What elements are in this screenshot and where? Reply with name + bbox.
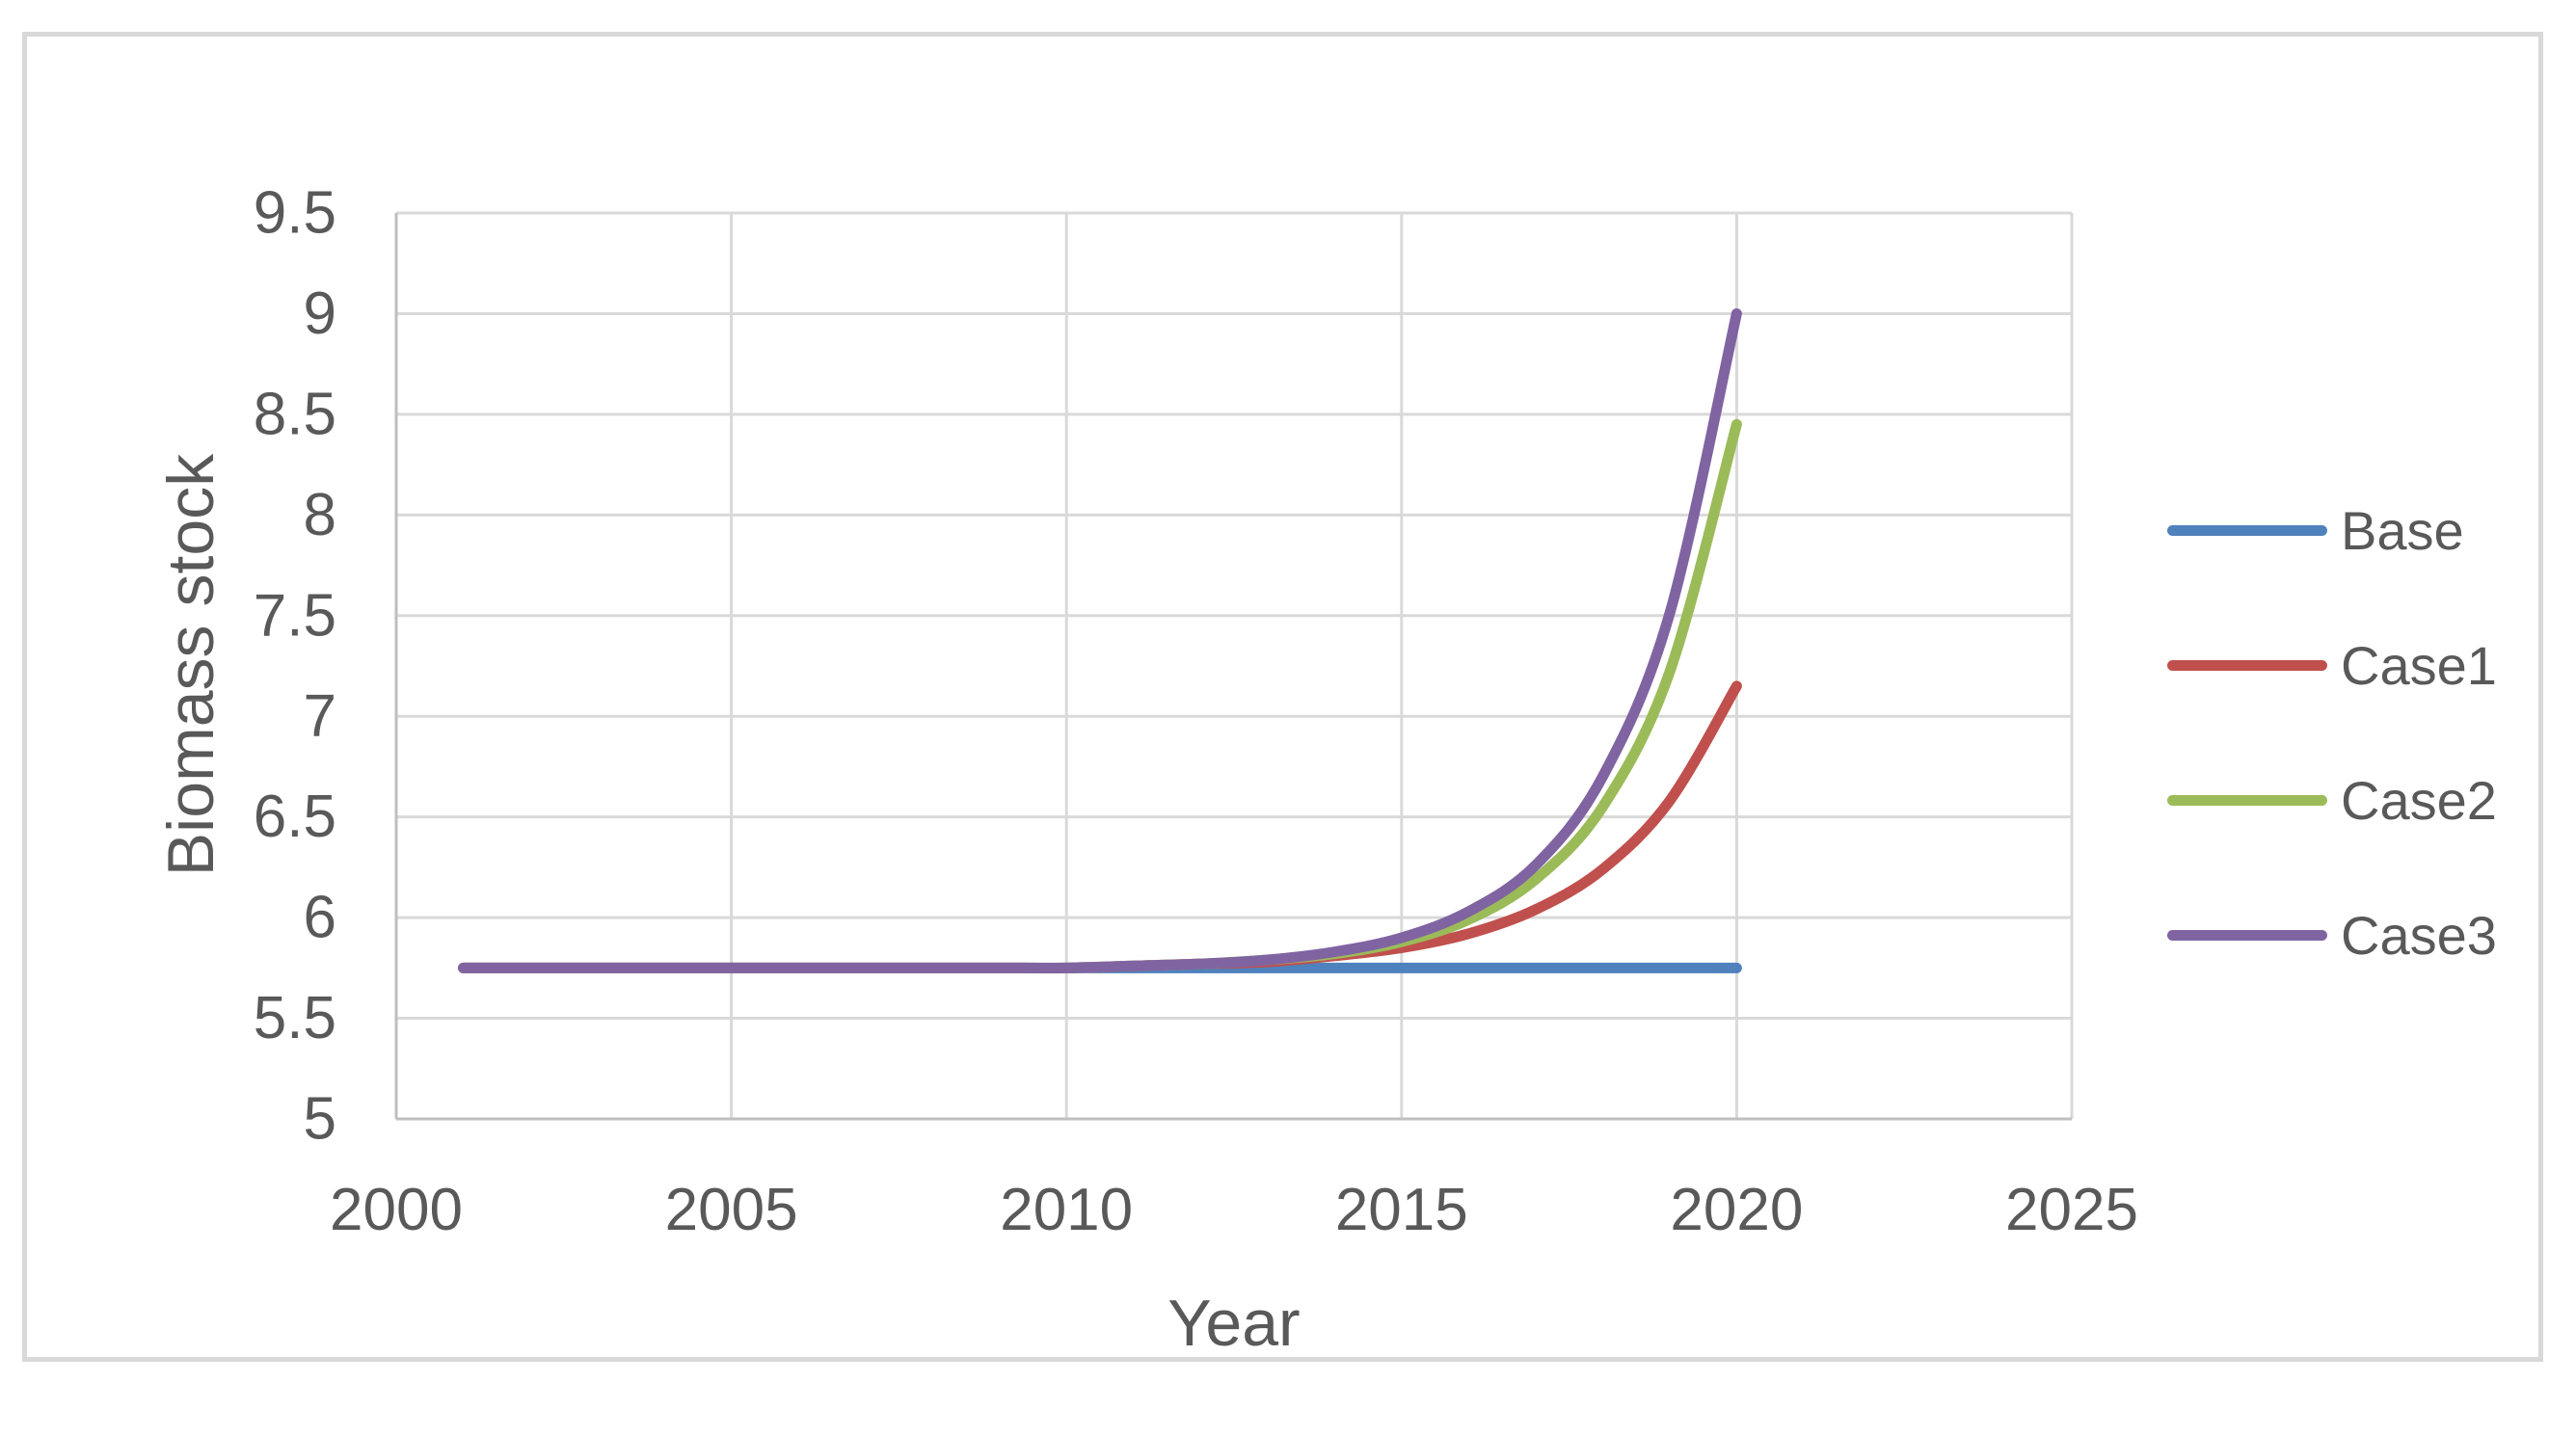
y-tick-label: 8 <box>304 482 336 548</box>
legend-line-sample-case3 <box>2167 929 2327 941</box>
line-chart: 5 5.5 6 6.5 7 7.5 8 8.5 9 9.5 2000 2005 2010 2015 2020… <box>254 180 2138 1244</box>
y-tick-label: 8.5 <box>254 381 336 447</box>
y-tick-label: 7.5 <box>254 582 336 649</box>
legend-line-sample-base <box>2167 524 2327 536</box>
legend-entry-label: Case1 <box>2341 634 2497 696</box>
y-tick-label: 6 <box>304 885 336 951</box>
series-line-case2 <box>458 418 1742 973</box>
y-axis-title: Biomass stock <box>154 453 228 877</box>
legend: Base Case1 Case2 Case3 <box>2167 463 2497 1002</box>
y-tick-label: 7 <box>304 683 336 750</box>
y-tick-label: 5.5 <box>254 985 336 1051</box>
legend-entry-case2: Case2 <box>2167 732 2497 867</box>
legend-entry-base: Base <box>2167 463 2497 598</box>
x-tick-label: 2025 <box>2005 1177 2138 1243</box>
legend-line-sample-case2 <box>2167 794 2327 806</box>
chart-figure: 5 5.5 6 6.5 7 7.5 8 8.5 9 9.5 2000 2005 2010 2015 2020… <box>22 32 2543 1362</box>
x-tick-label: 2015 <box>1335 1177 1468 1243</box>
x-tick-label: 2000 <box>330 1177 463 1243</box>
legend-entry-label: Case2 <box>2341 769 2497 831</box>
x-axis-title: Year <box>1167 1287 1301 1360</box>
y-tick-label: 9 <box>304 280 336 347</box>
legend-entry-label: Case3 <box>2341 904 2497 966</box>
legend-entry-case3: Case3 <box>2167 867 2497 1002</box>
x-tick-label: 2010 <box>1000 1177 1133 1243</box>
legend-line-sample-case1 <box>2167 659 2327 671</box>
x-tick-label: 2005 <box>665 1177 798 1243</box>
legend-entry-label: Base <box>2341 499 2464 561</box>
y-tick-label: 9.5 <box>254 180 336 247</box>
y-tick-label: 6.5 <box>254 784 336 850</box>
series-line-case1 <box>458 680 1742 973</box>
legend-entry-case1: Case1 <box>2167 598 2497 732</box>
y-tick-label: 5 <box>304 1086 336 1153</box>
series-line-case3 <box>458 307 1742 973</box>
x-tick-label: 2020 <box>1670 1177 1803 1243</box>
